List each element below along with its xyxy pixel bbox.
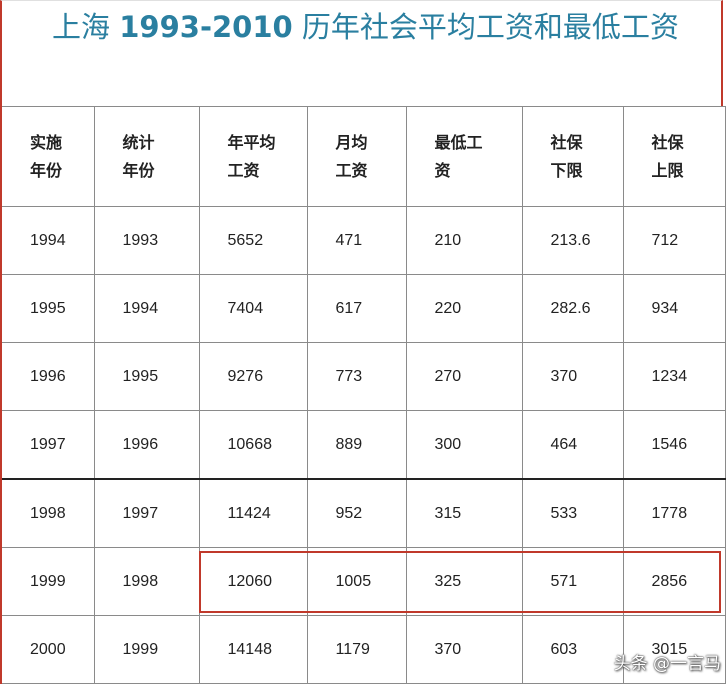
- table-cell: 1997: [0, 410, 95, 480]
- table-row: 1995 1994 7404 617 220 282.6 934: [0, 274, 726, 343]
- table-row: 1996 1995 9276 773 270 370 1234: [0, 342, 726, 411]
- table-row: 1998 1997 11424 952 315 533 1778: [0, 478, 726, 548]
- title-prefix: 上海: [52, 10, 120, 44]
- table-cell: 889: [306, 410, 407, 480]
- header-cell-minimum-wage: 最低工资: [405, 106, 523, 207]
- table-cell: 9276: [198, 342, 308, 411]
- table-cell: 213.6: [521, 206, 624, 275]
- table-cell: 1005: [306, 547, 407, 616]
- table-cell: 210: [405, 206, 523, 275]
- table-cell: 2856: [622, 547, 726, 616]
- table-cell: 471: [306, 206, 407, 275]
- table-cell: 300: [405, 410, 523, 480]
- table-cell: 325: [405, 547, 523, 616]
- table-cell: 1996: [93, 410, 200, 480]
- table-cell: 1993: [93, 206, 200, 275]
- table-cell: 1994: [0, 206, 95, 275]
- header-cell-monthly-average-wage: 月均 工资: [306, 106, 407, 207]
- header-cell-statistic-year: 统计 年份: [93, 106, 200, 207]
- table-cell: 1996: [0, 342, 95, 411]
- table-cell: 3015: [622, 615, 726, 684]
- table-cell: 603: [521, 615, 624, 684]
- header-cell-social-security-lower-limit: 社保 下限: [521, 106, 624, 207]
- table-row: 1994 1993 5652 471 210 213.6 712: [0, 206, 726, 275]
- table-cell: 1998: [93, 547, 200, 616]
- table-cell: 270: [405, 342, 523, 411]
- table-cell: 2000: [0, 615, 95, 684]
- table-cell: 533: [521, 478, 624, 548]
- title-years: 1993-2010: [119, 10, 293, 44]
- header-row: 实施 年份 统计 年份 年平均 工资 月均 工资 最低工资 社保 下限 社保 上限: [0, 106, 726, 207]
- table-cell: 282.6: [521, 274, 624, 343]
- table-cell: 12060: [198, 547, 308, 616]
- table-cell: 464: [521, 410, 624, 480]
- table-cell: 1546: [622, 410, 726, 480]
- table-cell: 1234: [622, 342, 726, 411]
- table-cell: 712: [622, 206, 726, 275]
- table-cell: 617: [306, 274, 407, 343]
- table-cell: 773: [306, 342, 407, 411]
- table-row: 1997 1996 10668 889 300 464 1546: [0, 410, 726, 480]
- table-cell: 5652: [198, 206, 308, 275]
- table-cell: 1994: [93, 274, 200, 343]
- title-box: 上海 1993-2010 历年社会平均工资和最低工资: [0, 0, 723, 106]
- table-cell: 1778: [622, 478, 726, 548]
- table-cell: 1995: [0, 274, 95, 343]
- title-suffix: 历年社会平均工资和最低工资: [292, 10, 679, 44]
- header-cell-implementation-year: 实施 年份: [0, 106, 95, 207]
- table-cell: 1999: [0, 547, 95, 616]
- table-row: 2000 1999 14148 1179 370 603 3015: [0, 615, 726, 684]
- table-cell: 1997: [93, 478, 200, 548]
- table-cell: 10668: [198, 410, 308, 480]
- table-cell: 934: [622, 274, 726, 343]
- table-cell: 370: [521, 342, 624, 411]
- table-cell: 952: [306, 478, 407, 548]
- table-cell: 315: [405, 478, 523, 548]
- table-cell: 1998: [0, 478, 95, 548]
- watermark: 头条 @一言马: [613, 654, 721, 674]
- header-cell-annual-average-wage: 年平均 工资: [198, 106, 308, 207]
- table-cell: 11424: [198, 478, 308, 548]
- page-title: 上海 1993-2010 历年社会平均工资和最低工资: [2, 7, 727, 47]
- header-cell-social-security-upper-limit: 社保 上限: [622, 106, 726, 207]
- table-cell: 571: [521, 547, 624, 616]
- table-cell: 14148: [198, 615, 308, 684]
- table-cell: 220: [405, 274, 523, 343]
- table-cell: 7404: [198, 274, 308, 343]
- table-cell: 370: [405, 615, 523, 684]
- wage-table: 实施 年份 统计 年份 年平均 工资 月均 工资 最低工资 社保 下限 社保 上限 1994…: [0, 106, 726, 684]
- table-cell: 1995: [93, 342, 200, 411]
- table-cell: 1999: [93, 615, 200, 684]
- table-row: 1999 1998 12060 1005 325 571 2856: [0, 547, 726, 616]
- table-cell: 1179: [306, 615, 407, 684]
